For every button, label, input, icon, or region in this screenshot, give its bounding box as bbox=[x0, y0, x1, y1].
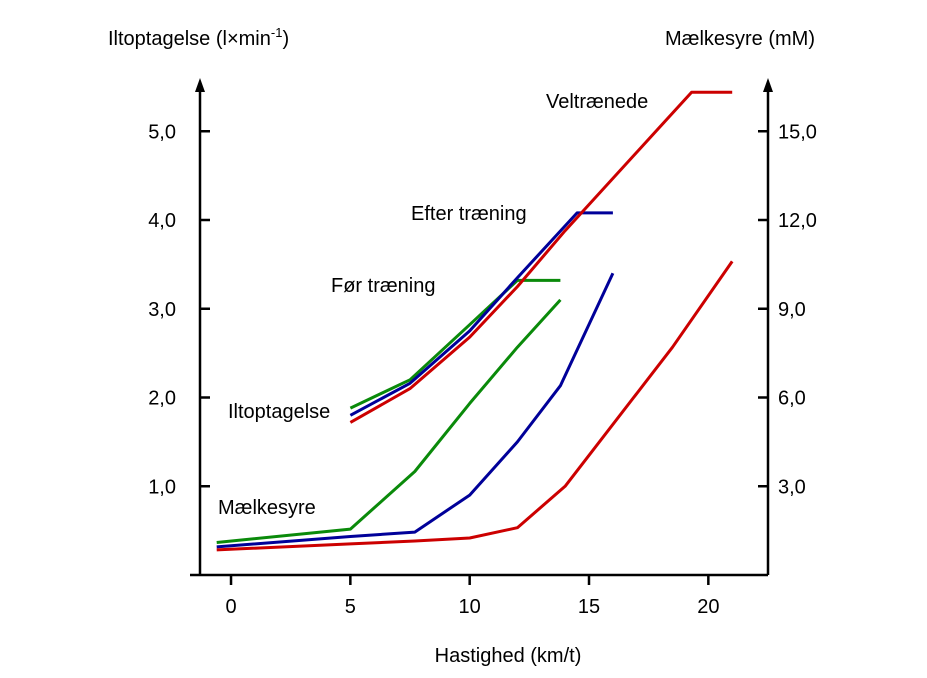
x-tick-label: 15 bbox=[578, 596, 600, 618]
y-left-tick-label: 3,0 bbox=[148, 299, 176, 321]
label-iltoptagelse: Iltoptagelse bbox=[228, 401, 330, 423]
axes: 0 5 10 15 20 1,0 2,0 3,0 4,0 5,0 3,0 6,0 9,0 12,0 15,0 bbox=[148, 78, 817, 618]
y-right-axis-arrow bbox=[763, 78, 773, 92]
y-right-tick-label: 3,0 bbox=[778, 476, 806, 498]
x-tick-label: 20 bbox=[697, 596, 719, 618]
series-line-foer-maelkesyre bbox=[216, 298, 562, 544]
series-lines bbox=[216, 90, 734, 552]
x-tick-label: 10 bbox=[459, 596, 481, 618]
x-tick-label: 0 bbox=[225, 596, 236, 618]
y-right-tick-label: 12,0 bbox=[778, 210, 817, 232]
series-line-veltraenede-iltoptagelse bbox=[349, 90, 733, 424]
y-right-tick-label: 15,0 bbox=[778, 121, 817, 143]
series-line-efter-maelkesyre bbox=[216, 272, 615, 549]
y-left-axis-label: Iltoptagelse (l×min-1) bbox=[108, 25, 289, 50]
y-right-axis-label: Mælkesyre (mM) bbox=[665, 28, 815, 50]
label-foer-traening: Før træning bbox=[331, 275, 435, 297]
y-left-tick-label: 5,0 bbox=[148, 121, 176, 143]
y-right-tick-label: 6,0 bbox=[778, 388, 806, 410]
label-efter-traening: Efter træning bbox=[411, 203, 527, 225]
x-axis-label: Hastighed (km/t) bbox=[435, 645, 582, 667]
y-left-tick-label: 1,0 bbox=[148, 476, 176, 498]
x-tick-label: 5 bbox=[345, 596, 356, 618]
label-maelkesyre: Mælkesyre bbox=[218, 497, 316, 519]
y-left-tick-label: 2,0 bbox=[148, 388, 176, 410]
y-left-axis-arrow bbox=[195, 78, 205, 92]
series-line-foer-iltoptagelse bbox=[349, 278, 561, 410]
series-line-veltraenede-maelkesyre bbox=[216, 260, 734, 552]
y-right-tick-label: 9,0 bbox=[778, 299, 806, 321]
y-left-tick-label: 4,0 bbox=[148, 210, 176, 232]
label-veltraenede: Veltrænede bbox=[546, 91, 648, 113]
